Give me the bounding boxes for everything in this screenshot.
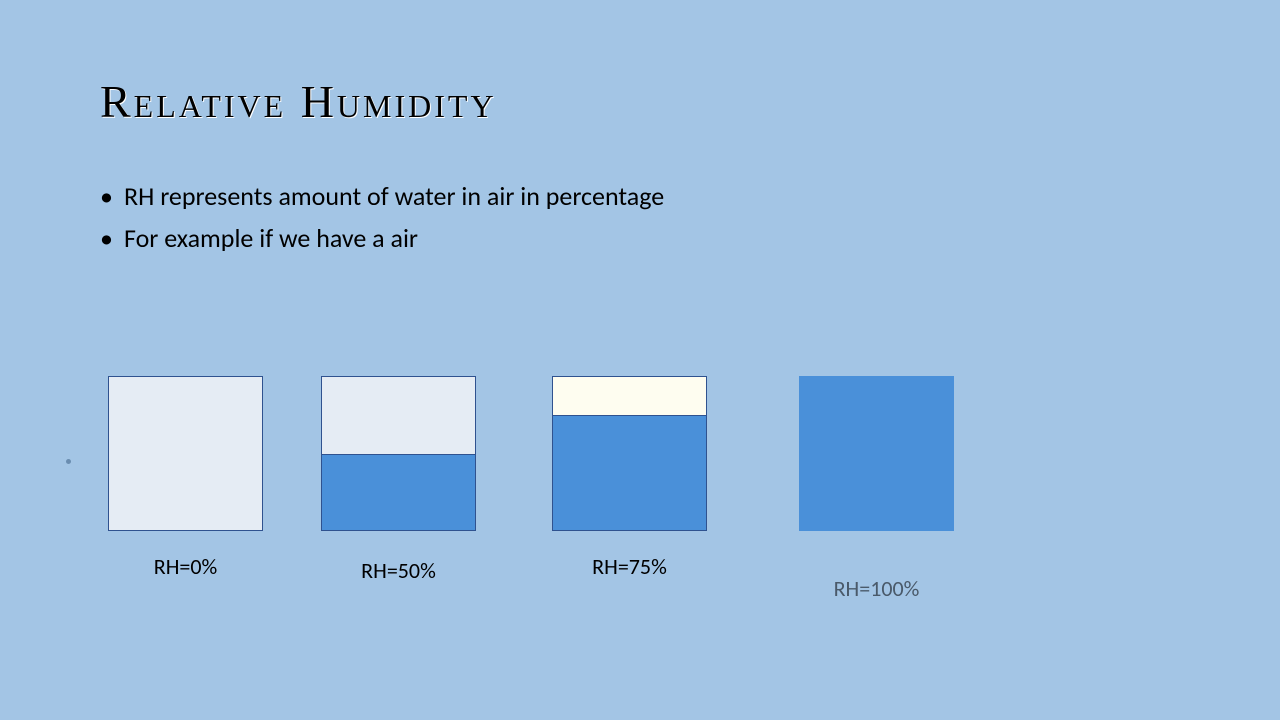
humidity-box: RH=75% (552, 376, 707, 602)
humidity-label: RH=50% (361, 557, 436, 584)
small-dot (66, 459, 71, 464)
humidity-label: RH=0% (154, 553, 218, 580)
container-box (552, 376, 707, 531)
air-region (553, 377, 706, 415)
humidity-label: RH=75% (592, 553, 667, 580)
page-title: Relative Humidity (100, 75, 497, 128)
container-box (799, 376, 954, 531)
humidity-diagrams: RH=0% RH=50% RH=75% RH=100% (108, 376, 954, 602)
air-region (322, 377, 475, 454)
humidity-label: RH=100% (834, 575, 920, 602)
bullet-item: For example if we have a air (100, 222, 664, 254)
bullet-item: RH represents amount of water in air in … (100, 180, 664, 212)
air-region (109, 377, 262, 530)
bullet-list: RH represents amount of water in air in … (100, 180, 664, 264)
container-box (321, 376, 476, 531)
humidity-box: RH=100% (799, 376, 954, 602)
water-fill (799, 376, 954, 531)
container-box (108, 376, 263, 531)
humidity-box: RH=0% (108, 376, 263, 602)
humidity-box: RH=50% (321, 376, 476, 602)
water-fill (322, 454, 475, 531)
water-fill (553, 415, 706, 530)
